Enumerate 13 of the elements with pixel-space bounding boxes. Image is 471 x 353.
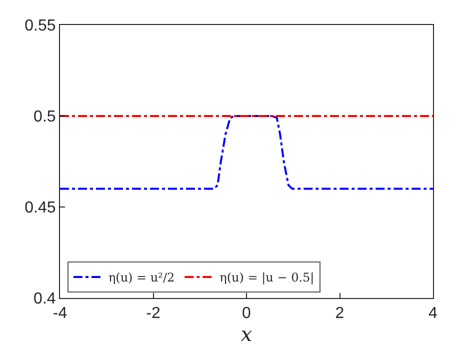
y-tick-label: 0.5	[34, 108, 56, 126]
line-series	[60, 115, 433, 190]
x-tick-label: 4	[428, 305, 438, 322]
y-tick-label: 0.45	[24, 200, 56, 217]
x-tick-label: -2	[146, 305, 160, 322]
legend-label: η(u) = u²/2	[108, 270, 175, 285]
legend-label: η(u) = |u − 0.5|	[220, 270, 314, 285]
x-tick-label: 2	[335, 305, 344, 322]
x-tick-label: -4	[52, 305, 68, 322]
y-tick-label: 0.55	[24, 18, 56, 35]
x-tick-label: 0	[242, 305, 252, 322]
x-axis-title: x	[240, 322, 252, 346]
y-tick-label: 0.4	[34, 290, 56, 308]
